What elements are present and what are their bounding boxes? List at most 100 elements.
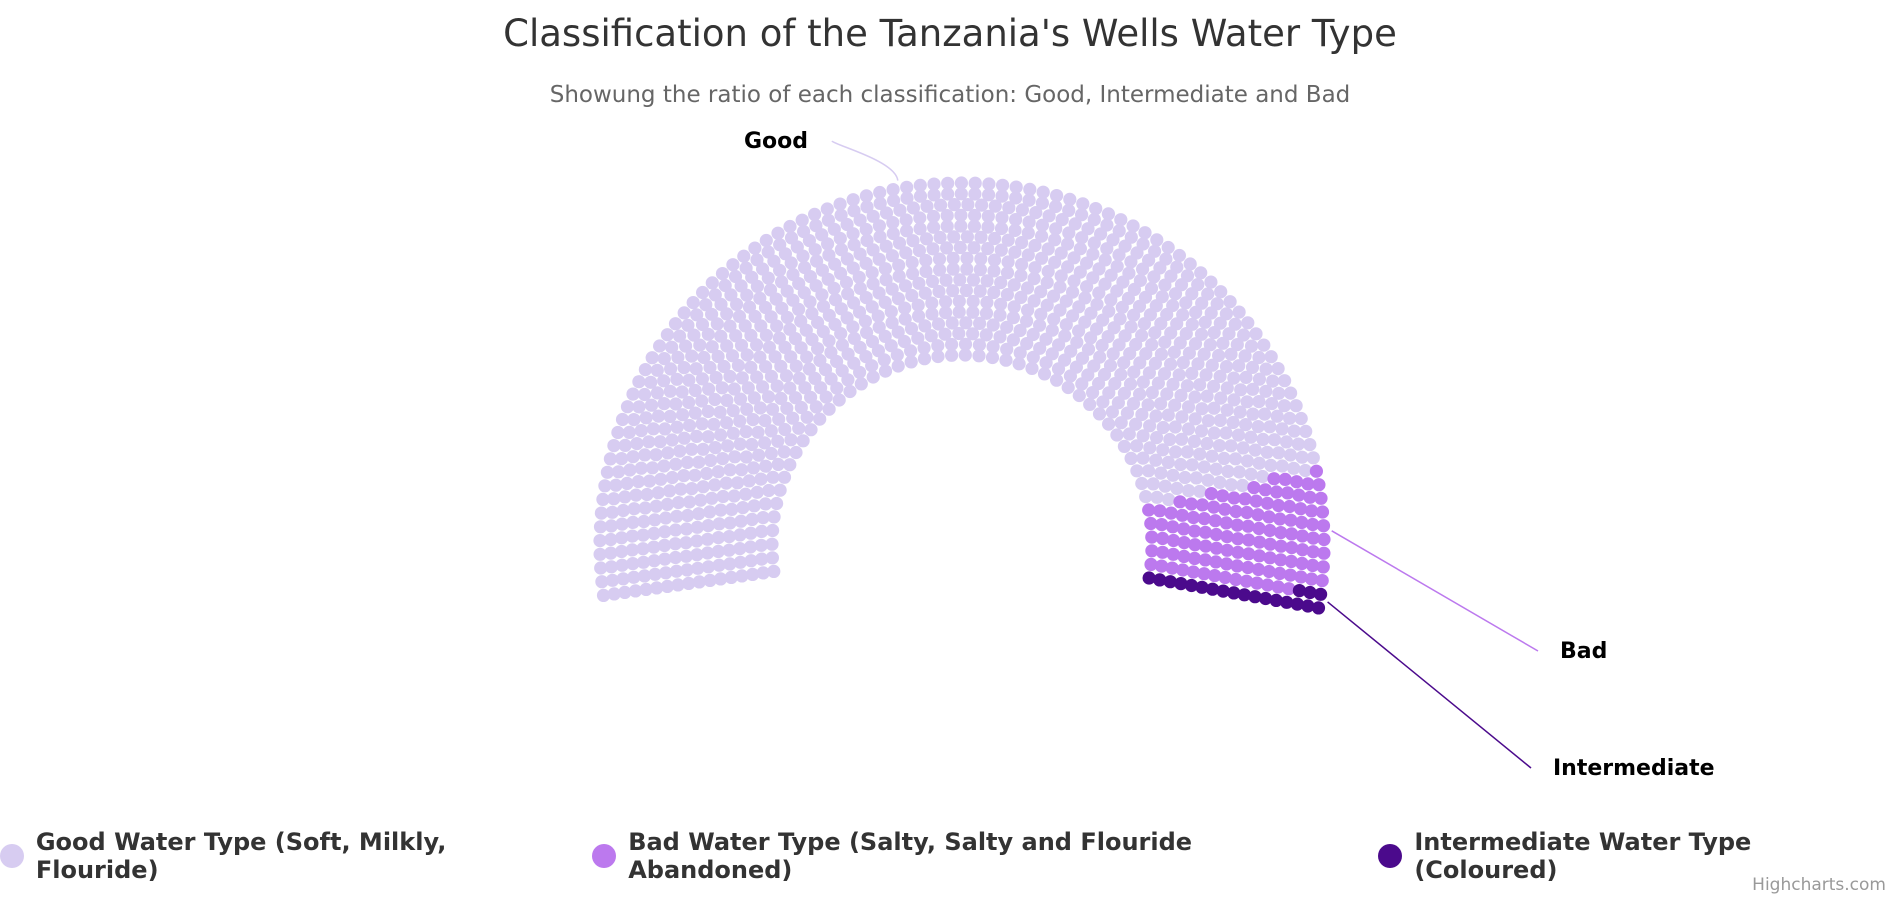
item-point-good[interactable] [1061, 237, 1075, 251]
item-point-good[interactable] [1283, 411, 1297, 425]
item-point-good[interactable] [846, 227, 860, 241]
item-point-bad[interactable] [1290, 475, 1304, 489]
item-point-good[interactable] [1014, 290, 1028, 304]
item-point-good[interactable] [913, 189, 928, 203]
item-point-good[interactable] [696, 480, 710, 494]
item-point-good[interactable] [1172, 248, 1186, 263]
item-point-good[interactable] [677, 306, 691, 320]
item-point-good[interactable] [931, 349, 945, 364]
item-point-good[interactable] [1117, 439, 1131, 453]
item-point-good[interactable] [912, 244, 927, 258]
item-point-good[interactable] [879, 273, 893, 287]
item-point-good[interactable] [604, 532, 618, 547]
item-point-good[interactable] [988, 199, 1002, 213]
item-point-good[interactable] [846, 320, 860, 334]
item-point-intermediate[interactable] [1269, 593, 1283, 608]
item-point-bad[interactable] [1156, 545, 1170, 559]
item-point-good[interactable] [879, 206, 894, 220]
item-point-good[interactable] [847, 204, 861, 218]
item-point-good[interactable] [695, 372, 710, 386]
item-point-good[interactable] [647, 554, 661, 568]
item-point-good[interactable] [688, 468, 702, 482]
item-point-good[interactable] [753, 350, 767, 364]
item-point-good[interactable] [1231, 428, 1246, 442]
item-point-good[interactable] [1126, 397, 1141, 411]
item-point-good[interactable] [665, 470, 679, 485]
item-point-good[interactable] [642, 435, 656, 449]
item-point-good[interactable] [1150, 490, 1164, 504]
item-point-bad[interactable] [1166, 520, 1180, 534]
item-point-good[interactable] [1201, 414, 1215, 428]
data-label-bad[interactable]: Bad [1560, 639, 1607, 664]
item-point-good[interactable] [662, 484, 677, 498]
item-point-good[interactable] [1287, 461, 1301, 475]
item-point-good[interactable] [1114, 416, 1128, 430]
item-point-good[interactable] [758, 497, 773, 511]
item-point-good[interactable] [1252, 395, 1266, 409]
item-point-good[interactable] [710, 317, 724, 331]
item-point-good[interactable] [911, 331, 925, 345]
item-point-bad[interactable] [1252, 549, 1266, 563]
item-point-good[interactable] [1127, 365, 1141, 379]
item-point-good[interactable] [941, 187, 955, 201]
item-point-good[interactable] [954, 208, 968, 222]
item-point-good[interactable] [934, 198, 948, 212]
item-point-good[interactable] [704, 453, 718, 467]
item-point-good[interactable] [1147, 270, 1161, 284]
item-point-good[interactable] [892, 236, 907, 250]
item-point-bad[interactable] [1144, 557, 1158, 572]
item-point-good[interactable] [959, 316, 973, 330]
item-point-good[interactable] [966, 327, 980, 341]
item-point-good[interactable] [682, 373, 696, 387]
item-point-good[interactable] [1220, 381, 1234, 395]
item-point-good[interactable] [1076, 197, 1090, 211]
item-point-intermediate[interactable] [1153, 573, 1167, 587]
item-point-bad[interactable] [1242, 547, 1256, 561]
item-point-good[interactable] [650, 386, 665, 400]
item-point-good[interactable] [878, 262, 893, 276]
item-point-good[interactable] [746, 413, 760, 427]
item-point-good[interactable] [1045, 323, 1059, 337]
item-point-good[interactable] [726, 426, 740, 440]
item-point-good[interactable] [993, 308, 1007, 322]
item-point-good[interactable] [721, 439, 735, 453]
item-point-bad[interactable] [1231, 532, 1245, 546]
item-point-good[interactable] [669, 457, 683, 471]
item-point-good[interactable] [1050, 189, 1064, 203]
item-point-bad[interactable] [1258, 483, 1272, 497]
item-point-good[interactable] [687, 328, 701, 342]
item-point-good[interactable] [994, 221, 1009, 236]
item-point-good[interactable] [859, 222, 873, 237]
item-point-good[interactable] [670, 509, 684, 523]
item-point-good[interactable] [932, 252, 947, 266]
item-point-good[interactable] [891, 325, 905, 339]
item-point-good[interactable] [670, 420, 684, 434]
item-point-bad[interactable] [1173, 495, 1187, 509]
item-point-good[interactable] [913, 211, 927, 225]
item-point-good[interactable] [708, 478, 722, 492]
item-point-good[interactable] [1154, 397, 1168, 411]
item-point-good[interactable] [719, 476, 733, 490]
item-point-good[interactable] [886, 226, 900, 241]
item-point-bad[interactable] [1209, 555, 1223, 569]
item-point-good[interactable] [784, 256, 798, 270]
item-point-good[interactable] [733, 542, 747, 556]
item-point-good[interactable] [966, 273, 981, 287]
item-point-good[interactable] [860, 233, 874, 248]
item-point-good[interactable] [607, 439, 621, 453]
item-point-good[interactable] [808, 243, 822, 257]
item-point-bad[interactable] [1316, 560, 1330, 574]
item-point-good[interactable] [747, 391, 761, 405]
item-point-good[interactable] [648, 567, 662, 581]
item-point-good[interactable] [1258, 407, 1272, 421]
item-point-good[interactable] [1188, 390, 1202, 404]
item-point-good[interactable] [993, 330, 1007, 344]
item-point-good[interactable] [1207, 426, 1221, 440]
item-point-good[interactable] [866, 209, 880, 223]
item-point-good[interactable] [1095, 338, 1109, 353]
item-point-good[interactable] [873, 185, 887, 200]
item-point-good[interactable] [722, 530, 736, 544]
item-point-good[interactable] [1078, 291, 1092, 305]
item-point-good[interactable] [616, 572, 630, 586]
item-point-good[interactable] [692, 507, 706, 521]
